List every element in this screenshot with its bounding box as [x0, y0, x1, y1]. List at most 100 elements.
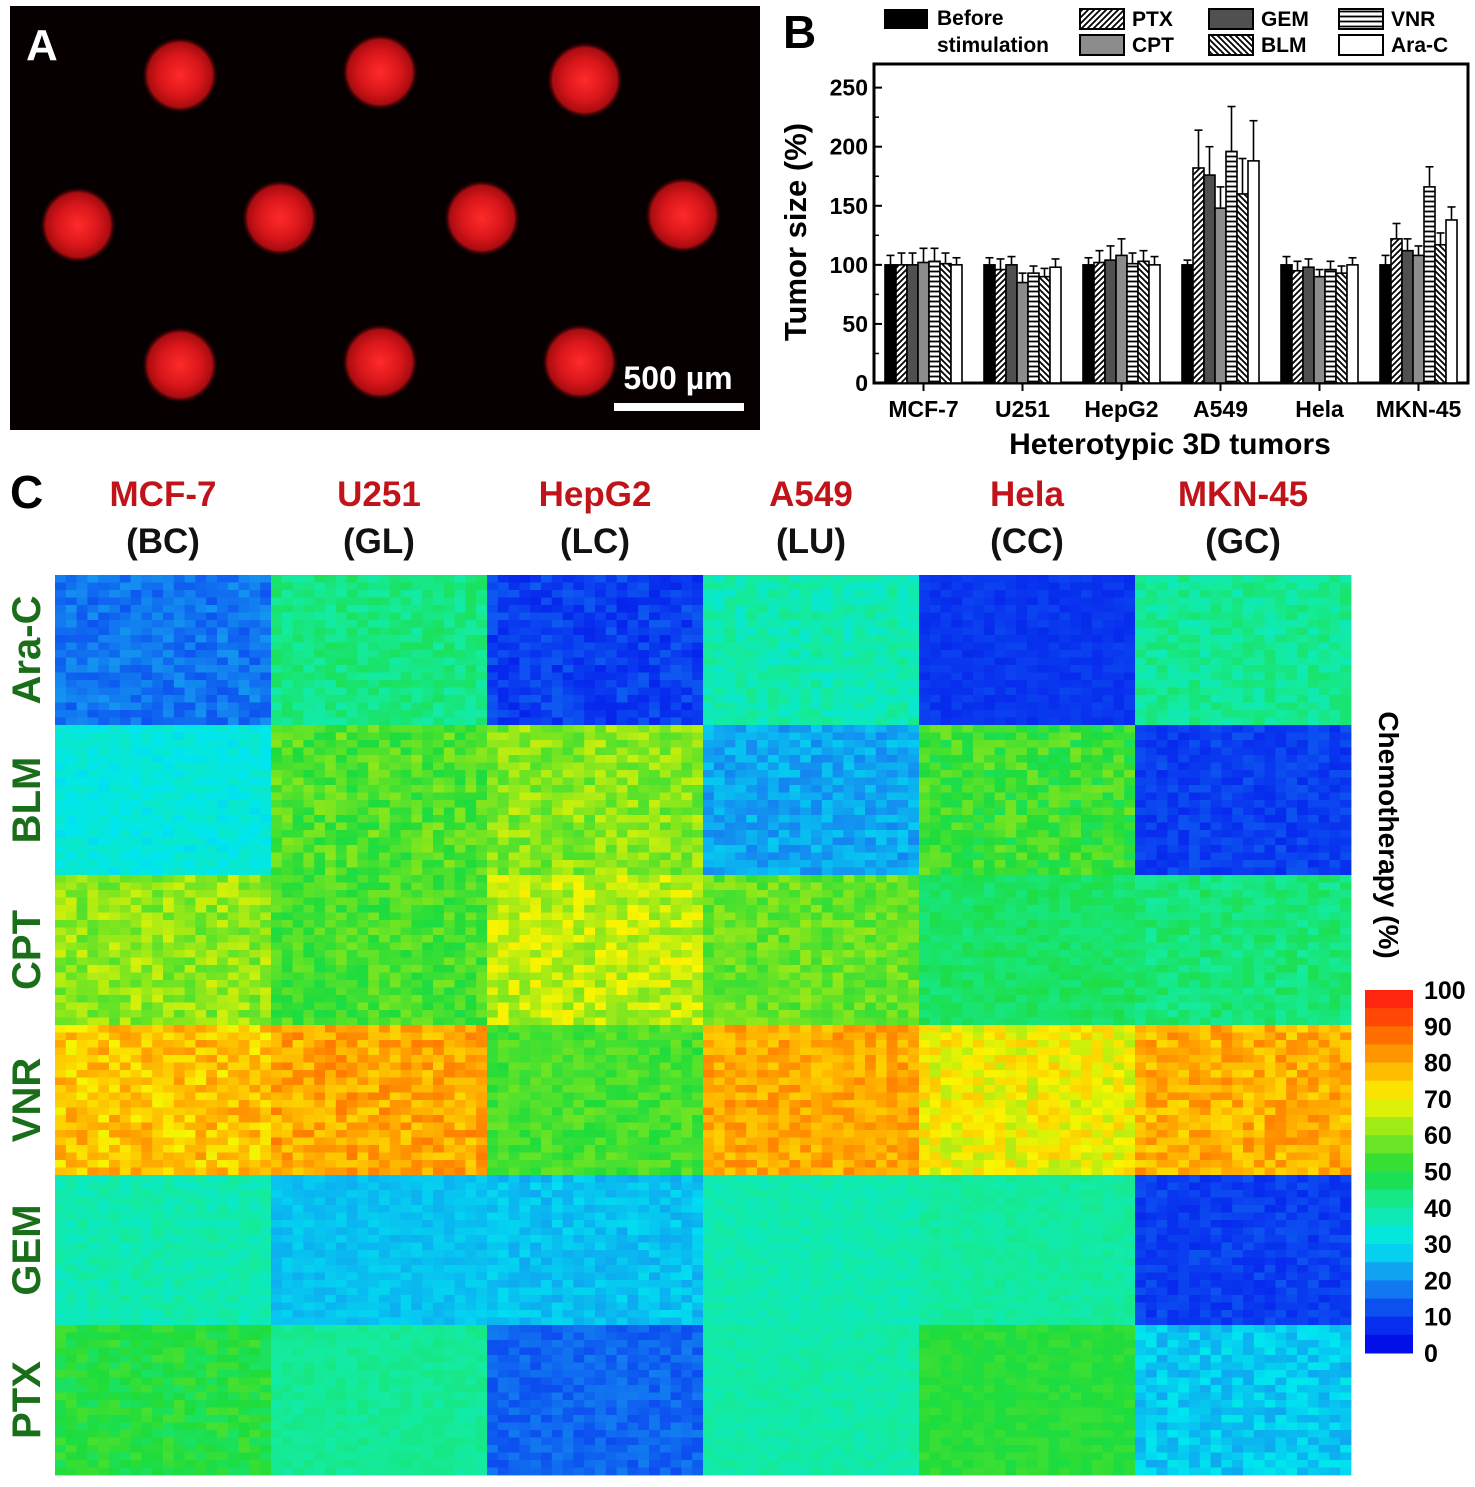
heatmap-cell [476, 822, 488, 831]
heatmap-cell [476, 627, 488, 636]
bar-mkn-45-cpt [1412, 254, 1425, 384]
heatmap-cell [519, 642, 531, 651]
heatmap-cell [1167, 702, 1179, 711]
heatmap-cell [843, 792, 855, 801]
heatmap-cell [130, 800, 142, 808]
heatmap-cell [281, 605, 293, 613]
heatmap-cell [1037, 672, 1049, 681]
heatmap-cell [1199, 642, 1211, 651]
heatmap-cell [217, 590, 229, 598]
heatmap-cell [1145, 605, 1157, 613]
heatmap-cell [1318, 702, 1330, 711]
heatmap-cell [260, 755, 272, 763]
heatmap-cell [314, 620, 326, 628]
heatmap-cell [1297, 642, 1309, 651]
heatmap-cell [357, 597, 369, 606]
heatmap-cell [1091, 807, 1103, 816]
heatmap-cell [800, 800, 812, 808]
heatmap-cell [422, 687, 434, 696]
heatmap-cell [1275, 672, 1287, 681]
heatmap-cell [357, 687, 369, 696]
heatmap-cell [595, 635, 607, 643]
heatmap-cell [487, 672, 499, 681]
heatmap-cell [1005, 732, 1017, 741]
heatmap-cell [173, 665, 185, 673]
heatmap-cell [1232, 717, 1244, 726]
heatmap-cell [130, 665, 142, 673]
heatmap-cell [271, 867, 283, 876]
heatmap-cell [1329, 657, 1341, 666]
heatmap-cell [119, 702, 131, 711]
heatmap-cell [983, 815, 995, 823]
heatmap-cell [433, 657, 445, 666]
heatmap-cell [1027, 807, 1039, 816]
heatmap-cell [1156, 837, 1168, 846]
heatmap-cell [217, 612, 229, 621]
heatmap-cell [638, 642, 650, 651]
heatmap-cell [865, 860, 877, 868]
bar-hela-gem [1302, 266, 1315, 384]
heatmap-cell [1189, 800, 1201, 808]
heatmap-cell [65, 777, 77, 786]
heatmap-cell [411, 860, 423, 868]
heatmap-cell [919, 590, 931, 598]
bar-mcf-7-gem [906, 264, 919, 384]
heatmap-cell [1253, 830, 1265, 838]
heatmap-cell [681, 717, 693, 726]
heatmap-cell [832, 597, 844, 606]
heatmap-cell [314, 605, 326, 613]
heatmap-cell [1178, 627, 1190, 636]
heatmap-cell [659, 755, 671, 763]
heatmap-cell [206, 642, 218, 651]
heatmap-cell [1329, 740, 1341, 748]
heatmap-cell [454, 717, 466, 726]
heatmap-cell [1070, 807, 1082, 816]
heatmap-cell [1178, 762, 1190, 771]
heatmap-cell [368, 665, 380, 673]
heatmap-cell [1232, 770, 1244, 778]
heatmap-cell [141, 785, 153, 793]
heatmap-cell [109, 725, 121, 733]
heatmap-cell [206, 762, 218, 771]
heatmap-cell [1059, 822, 1071, 831]
heatmap-cell [217, 845, 229, 853]
heatmap-cell [1091, 770, 1103, 778]
heatmap-cell [281, 657, 293, 666]
heatmap-cell [530, 657, 542, 666]
heatmap-cell [141, 635, 153, 643]
heatmap-cell [724, 867, 736, 876]
heatmap-cell [55, 867, 67, 876]
heatmap-cell [1005, 695, 1017, 703]
heatmap-cell [670, 807, 682, 816]
heatmap-cell [281, 867, 293, 876]
heatmap-cell [1027, 582, 1039, 591]
heatmap-cell [368, 642, 380, 651]
heatmap-cell [951, 747, 963, 756]
heatmap-cell [400, 740, 412, 748]
heatmap-cell [875, 740, 887, 748]
heatmap-cell [1156, 822, 1168, 831]
heatmap-cell [163, 650, 175, 658]
heatmap-cell [1027, 867, 1039, 876]
heatmap-cell [605, 695, 617, 703]
heatmap-cell [1102, 582, 1114, 591]
heatmap-cell [1340, 822, 1352, 831]
heatmap-cell [530, 860, 542, 868]
heatmap-cell [1081, 725, 1093, 733]
heatmap-cell [1102, 695, 1114, 703]
heatmap-cell [962, 702, 974, 711]
heatmap-cell [1264, 762, 1276, 771]
heatmap-cell [821, 755, 833, 763]
heatmap-cell [1027, 695, 1039, 703]
heatmap-cell [1156, 680, 1168, 688]
heatmap-cell [1232, 762, 1244, 771]
heatmap-cell [530, 575, 542, 583]
heatmap-cell [508, 672, 520, 681]
heatmap-cell [1307, 590, 1319, 598]
heatmap-cell [1016, 702, 1028, 711]
heatmap-cell [649, 702, 661, 711]
heatmap-cell [886, 807, 898, 816]
heatmap-cell [800, 807, 812, 816]
heatmap-cell [811, 755, 823, 763]
heatmap-cell [1286, 575, 1298, 583]
